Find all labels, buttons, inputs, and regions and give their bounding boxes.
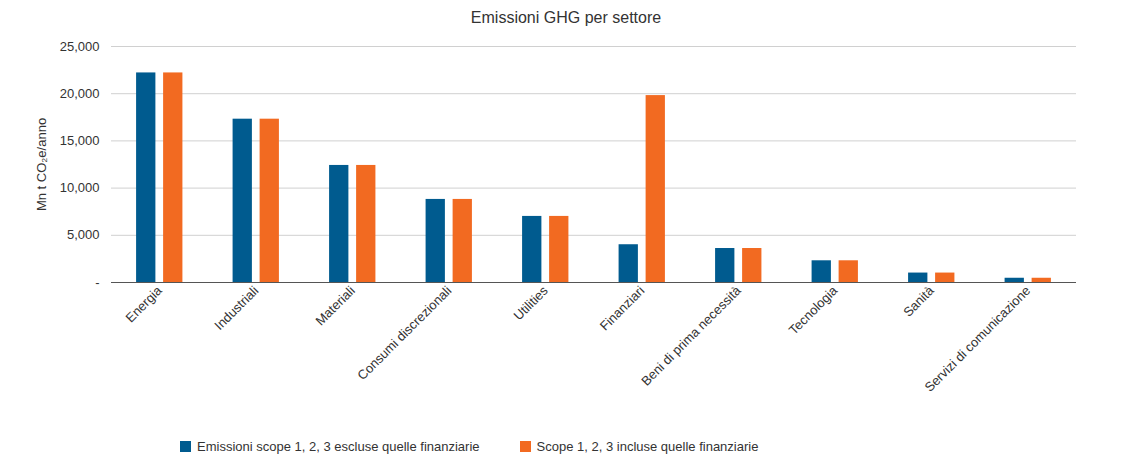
svg-text:Consumi discrezionali: Consumi discrezionali: [354, 283, 454, 383]
svg-text:Mn t CO₂e/anno: Mn t CO₂e/anno: [34, 118, 49, 211]
svg-text:20,000: 20,000: [60, 86, 100, 101]
svg-text:Sanità: Sanità: [900, 282, 937, 319]
svg-text:5,000: 5,000: [67, 227, 100, 242]
svg-text:15,000: 15,000: [60, 133, 100, 148]
svg-text:-: -: [95, 275, 99, 290]
svg-text:Materiali: Materiali: [312, 283, 357, 328]
html-text:Emissioni GHG per settore: Emissioni GHG per settore: [470, 9, 662, 26]
svg-text:Energia: Energia: [123, 282, 166, 325]
svg-text:25,000: 25,000: [60, 39, 100, 54]
svg-text:Industriali: Industriali: [211, 283, 261, 333]
svg-text:Servizi di comunicazione: Servizi di comunicazione: [922, 283, 1034, 395]
html-text:Scope 1, 2, 3 incluse quelle f: Scope 1, 2, 3 incluse quelle finanziarie: [536, 438, 759, 454]
svg-text:Tecnologia: Tecnologia: [786, 282, 841, 337]
svg-text:10,000: 10,000: [60, 180, 100, 195]
svg-text:Beni di prima necessità: Beni di prima necessità: [638, 282, 744, 388]
html-text:Emissioni scope 1, 2, 3 esclus: Emissioni scope 1, 2, 3 escluse quelle f…: [197, 438, 480, 454]
svg-text:Finanziari: Finanziari: [597, 283, 648, 334]
svg-text:Utilities: Utilities: [511, 283, 552, 324]
